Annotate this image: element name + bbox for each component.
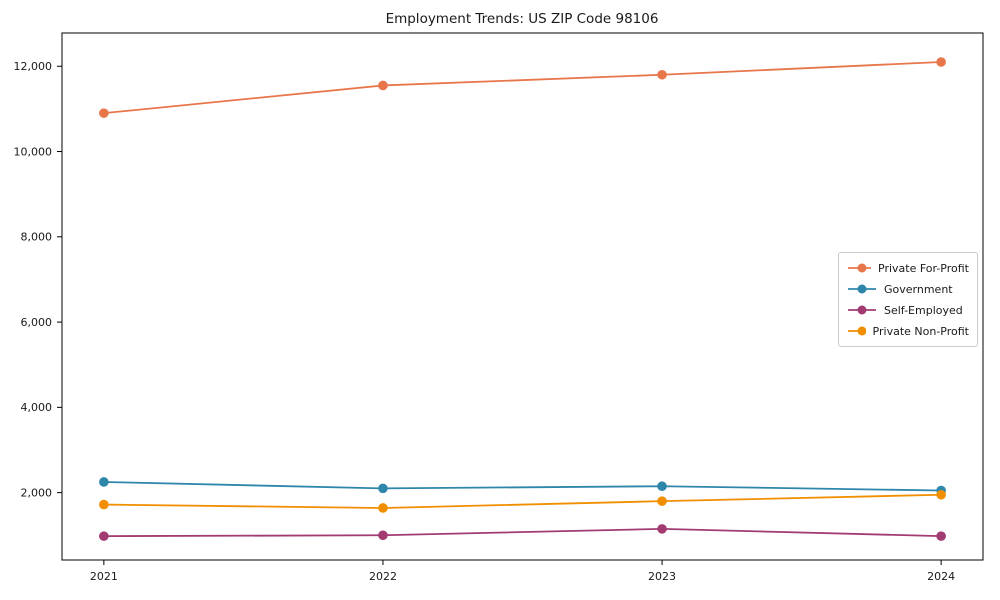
chart-legend: Private For-Profit Government Self-Employe…: [838, 252, 978, 347]
data-point-marker: [657, 524, 667, 534]
x-tick-label: 2021: [90, 570, 118, 583]
data-point-marker: [657, 69, 667, 80]
series-line: [103, 481, 942, 492]
data-point-marker: [378, 80, 388, 91]
data-point-marker: [99, 531, 109, 541]
y-tick-label: 4,000: [21, 401, 53, 414]
data-point-marker: [99, 477, 109, 487]
y-tick-label: 12,000: [14, 60, 53, 73]
data-point-marker: [99, 108, 109, 118]
data-point-marker: [99, 499, 109, 510]
data-point-marker: [378, 503, 388, 513]
data-point-marker: [378, 483, 388, 494]
x-tick-label: 2022: [369, 570, 397, 583]
legend-item: Government: [847, 281, 969, 297]
legend-marker-icon: [848, 263, 871, 273]
chart-title: Employment Trends: US ZIP Code 98106: [386, 11, 659, 27]
legend-item-label: Private For-Profit: [878, 261, 969, 275]
series-layer: [99, 57, 946, 541]
legend-item: Private For-Profit: [847, 260, 969, 276]
legend-marker-icon: [848, 284, 876, 294]
y-tick-label: 8,000: [21, 231, 53, 244]
data-point-marker: [378, 530, 388, 541]
series-line: [103, 493, 942, 509]
legend-item-label: Government: [884, 282, 953, 296]
axes-layer: 2,000 4,000 6,000 8,000 10,000 12,000 2021 2022…: [14, 32, 984, 583]
legend-item: Self-Employed: [847, 302, 969, 318]
legend-marker-icon: [848, 305, 876, 315]
data-point-marker: [936, 531, 946, 541]
legend-item: Private Non-Profit: [847, 323, 969, 339]
y-tick-label: 10,000: [14, 145, 53, 158]
plot-spines: [61, 32, 984, 561]
y-tick-label: 2,000: [21, 486, 53, 499]
series-line: [103, 527, 942, 538]
x-tick-label: 2023: [648, 570, 676, 583]
legend-item-label: Self-Employed: [884, 303, 963, 317]
y-tick-label: 6,000: [21, 316, 53, 329]
data-point-marker: [936, 57, 946, 67]
data-point-marker: [657, 496, 667, 506]
legend-item-label: Private Non-Profit: [872, 324, 969, 338]
series-line: [103, 61, 942, 115]
x-tick-label: 2024: [927, 570, 955, 583]
data-point-marker: [657, 481, 667, 492]
data-point-marker: [936, 489, 946, 500]
legend-marker-icon: [848, 326, 866, 336]
